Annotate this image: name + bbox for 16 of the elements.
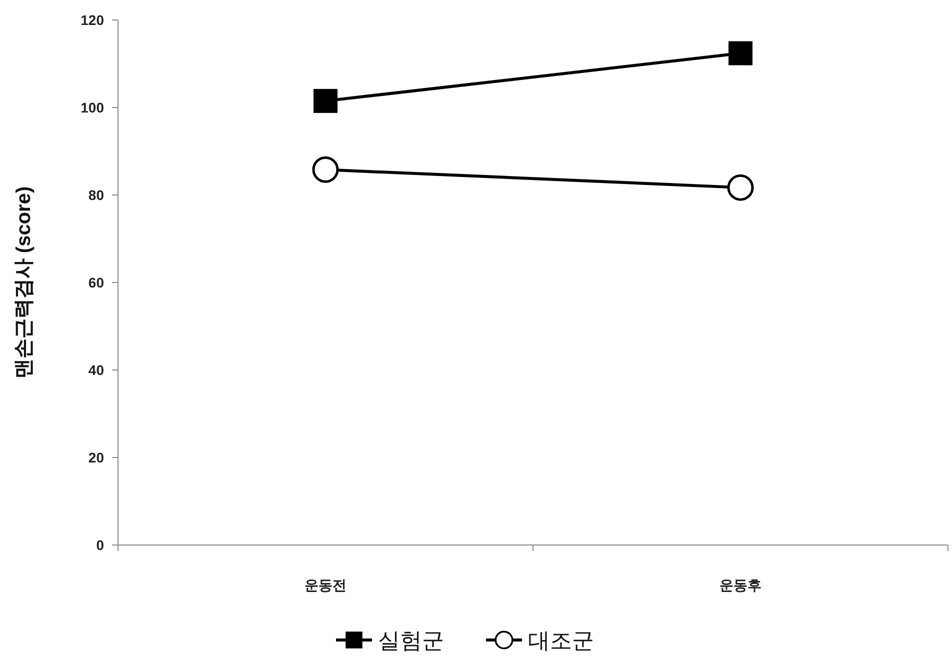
x-tick-label: 운동후	[720, 577, 762, 593]
y-tick-label: 100	[80, 100, 104, 116]
y-tick-label: 120	[80, 12, 104, 28]
point	[314, 88, 338, 113]
y-tick-label: 0	[96, 537, 104, 553]
y-axis-title: 맨손근력검사 (score)	[13, 186, 35, 379]
y-tick-label: 80	[88, 187, 104, 203]
legend-label: 실험군	[378, 628, 444, 653]
y-tick-label: 20	[88, 450, 104, 466]
point	[728, 41, 752, 66]
point	[727, 174, 754, 201]
y-tick-label: 60	[88, 274, 104, 290]
point	[312, 156, 339, 183]
x-tick-label: 운동전	[304, 577, 346, 593]
y-tick-label: 40	[88, 362, 104, 378]
legend-label: 대조군	[528, 628, 594, 653]
